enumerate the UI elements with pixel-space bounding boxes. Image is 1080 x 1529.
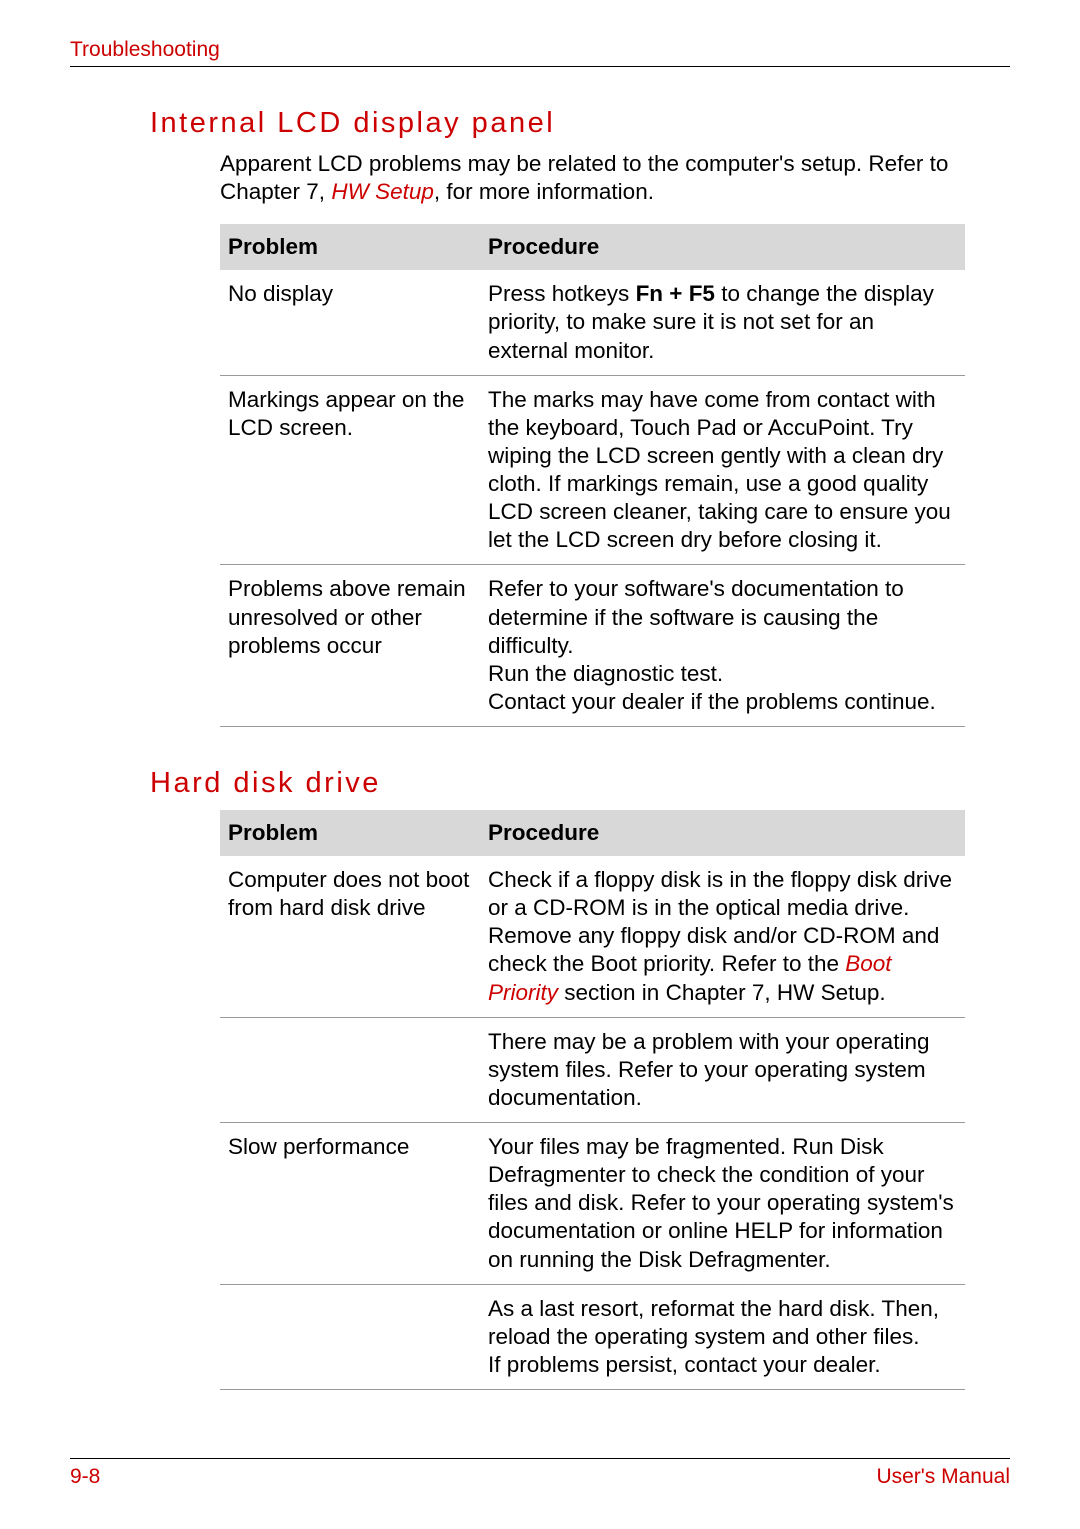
proc-post: section in Chapter 7, HW Setup. [558,980,886,1005]
col-header-procedure: Procedure [480,810,965,856]
page-footer: 9-8 User's Manual [70,1458,1010,1489]
proc-line: Contact your dealer if the problems cont… [488,688,957,716]
table-row: Markings appear on the LCD screen. The m… [220,375,965,565]
table-row: Slow performance Your files may be fragm… [220,1123,965,1285]
lcd-intro-post: , for more information. [434,179,654,204]
col-header-problem: Problem [220,810,480,856]
section-heading-lcd: Internal LCD display panel [150,107,1010,140]
table-header-row: Problem Procedure [220,224,965,270]
cell-problem: Slow performance [220,1123,480,1285]
proc-line: Refer to your software's documentation t… [488,575,957,659]
lcd-table: Problem Procedure No display Press hotke… [220,224,965,727]
col-header-procedure: Procedure [480,224,965,270]
footer-rule [70,1458,1010,1459]
cell-problem: Computer does not boot from hard disk dr… [220,856,480,1017]
col-header-problem: Problem [220,224,480,270]
proc-line: Run the diagnostic test. [488,660,957,688]
cell-procedure: Check if a floppy disk is in the floppy … [480,856,965,1017]
link-hw-setup[interactable]: HW Setup [331,179,434,204]
cell-problem [220,1017,480,1122]
table-header-row: Problem Procedure [220,810,965,856]
table-row: As a last resort, reformat the hard disk… [220,1284,965,1389]
cell-procedure: Your files may be fragmented. Run Disk D… [480,1123,965,1285]
page-header: Troubleshooting [70,38,1010,67]
table-row: No display Press hotkeys Fn + F5 to chan… [220,270,965,375]
table-row: There may be a problem with your operati… [220,1017,965,1122]
cell-problem: No display [220,270,480,375]
cell-procedure: Refer to your software's documentation t… [480,565,965,727]
cell-problem: Problems above remain unresolved or othe… [220,565,480,727]
lcd-intro: Apparent LCD problems may be related to … [220,150,990,206]
proc-hotkey: Fn + F5 [636,281,715,306]
header-section-title: Troubleshooting [70,38,220,61]
proc-line: As a last resort, reformat the hard disk… [488,1295,957,1351]
proc-line: If problems persist, contact your dealer… [488,1351,957,1379]
cell-problem: Markings appear on the LCD screen. [220,375,480,565]
proc-pre: Press hotkeys [488,281,636,306]
hdd-table: Problem Procedure Computer does not boot… [220,810,965,1390]
table-row: Problems above remain unresolved or othe… [220,565,965,727]
cell-procedure: There may be a problem with your operati… [480,1017,965,1122]
footer-manual-label: User's Manual [876,1465,1010,1489]
section-heading-hdd: Hard disk drive [150,767,1010,800]
cell-procedure: The marks may have come from contact wit… [480,375,965,565]
footer-page-number: 9-8 [70,1465,100,1489]
footer-row: 9-8 User's Manual [70,1465,1010,1489]
cell-problem [220,1284,480,1389]
cell-procedure: Press hotkeys Fn + F5 to change the disp… [480,270,965,375]
cell-procedure: As a last resort, reformat the hard disk… [480,1284,965,1389]
table-row: Computer does not boot from hard disk dr… [220,856,965,1017]
page: Troubleshooting Internal LCD display pan… [0,0,1080,1529]
